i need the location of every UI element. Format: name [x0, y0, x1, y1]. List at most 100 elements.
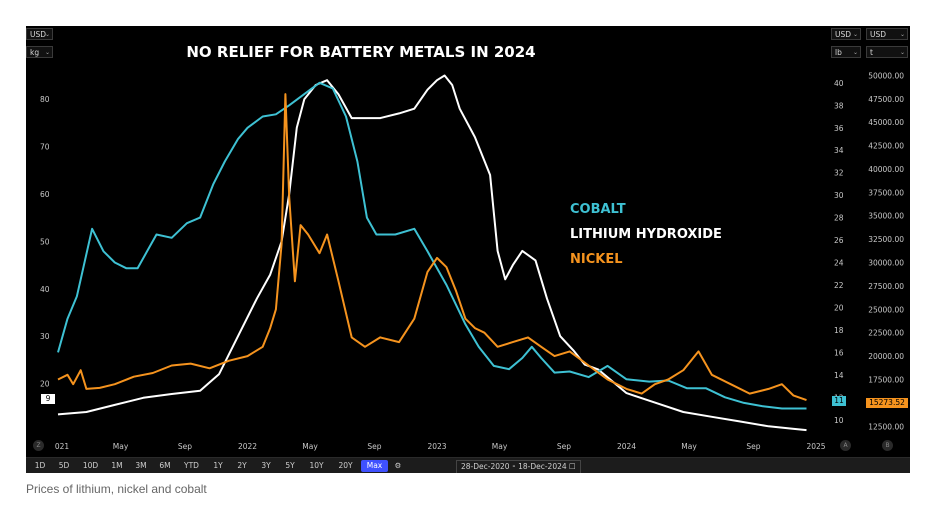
lb-tick-label: 40 — [834, 79, 844, 88]
lb-tick-label: 26 — [834, 236, 844, 245]
lb-tick-label: 32 — [834, 169, 844, 178]
lb-tick-label: 10 — [834, 416, 844, 425]
left-tick-label: 40 — [40, 285, 50, 294]
x-tick-label: May — [302, 442, 318, 451]
date-range-text: 28-Dec-2020 ⁃ 18-Dec-2024 — [461, 462, 570, 471]
currency-select-t[interactable]: USD ⌄ — [866, 28, 908, 40]
t-tick-label: 47500.00 — [868, 95, 904, 104]
unit-lb-label: lb — [835, 48, 842, 57]
current-value-tag-nickel: 15273.52 — [866, 398, 908, 408]
settings-icon[interactable]: ⚙ — [394, 461, 402, 470]
range-button-5d[interactable]: 5D — [58, 461, 70, 470]
cobalt-line — [57, 81, 807, 410]
legend-nickel: NICKEL — [570, 252, 623, 267]
lb-tick-label: 34 — [834, 146, 844, 155]
unit-select-t[interactable]: t ⌄ — [866, 46, 908, 58]
t-tick-label: 37500.00 — [868, 188, 904, 197]
t-tick-label: 25000.00 — [868, 305, 904, 314]
left-tick-label: 30 — [40, 332, 50, 341]
currency-lb-label: USD — [835, 30, 852, 39]
unit-select-lb[interactable]: lb ⌄ — [831, 46, 861, 58]
lb-tick-label: 30 — [834, 191, 844, 200]
range-button-5y[interactable]: 5Y — [285, 461, 295, 470]
unit-select-left[interactable]: kg ⌄ — [26, 46, 53, 58]
x-tick-label: Sep — [178, 442, 192, 451]
range-button-1y[interactable]: 1Y — [213, 461, 223, 470]
date-range-picker[interactable]: 28-Dec-2020 ⁃ 18-Dec-2024 ☐ — [456, 460, 581, 473]
lb-tick-label: 28 — [834, 214, 844, 223]
x-tick-label: 2024 — [617, 442, 636, 451]
current-value-tag-left: 9 — [41, 394, 55, 404]
lb-tick-label: 18 — [834, 326, 844, 335]
range-button-max[interactable]: Max — [361, 460, 388, 472]
range-button-2y[interactable]: 2Y — [237, 461, 247, 470]
range-button-ytd[interactable]: YTD — [184, 461, 199, 470]
lb-tick-label: 22 — [834, 281, 844, 290]
chevron-down-icon: ⌄ — [899, 49, 905, 56]
t-tick-label: 20000.00 — [868, 352, 904, 361]
currency-select-lb[interactable]: USD ⌄ — [831, 28, 861, 40]
lb-tick-label: 20 — [834, 303, 844, 312]
figure-caption: Prices of lithium, nickel and cobalt — [26, 482, 207, 496]
b-badge[interactable]: B — [882, 440, 893, 451]
range-button-3m[interactable]: 3M — [135, 461, 147, 470]
range-button-10d[interactable]: 10D — [82, 461, 99, 470]
t-tick-label: 30000.00 — [868, 259, 904, 268]
t-tick-label: 32500.00 — [868, 235, 904, 244]
legend-lithium-hydroxide: LITHIUM HYDROXIDE — [570, 227, 722, 242]
x-tick-label: 021 — [55, 442, 70, 451]
t-tick-label: 12500.00 — [868, 422, 904, 431]
lithium-hydroxide-line — [57, 74, 807, 432]
currency-left-label: USD — [30, 30, 47, 39]
range-button-1d[interactable]: 1D — [34, 461, 46, 470]
range-button-10y[interactable]: 10Y — [309, 461, 324, 470]
range-button-1m[interactable]: 1M — [111, 461, 123, 470]
chevron-down-icon: ⌄ — [44, 49, 50, 56]
unit-left-label: kg — [30, 48, 40, 57]
left-tick-label: 60 — [40, 190, 50, 199]
chevron-down-icon: ⌄ — [899, 31, 905, 38]
chart-panel: NO RELIEF FOR BATTERY METALS IN 2024 021 M… — [26, 26, 910, 473]
t-tick-label: 42500.00 — [868, 142, 904, 151]
legend-cobalt: COBALT — [570, 202, 626, 217]
currency-select-left[interactable]: USD ⌄ — [26, 28, 53, 40]
t-tick-label: 45000.00 — [868, 118, 904, 127]
left-tick-label: 20 — [40, 380, 50, 389]
nickel-line — [57, 93, 807, 402]
line-chart: NO RELIEF FOR BATTERY METALS IN 2024 021 M… — [40, 43, 904, 451]
currency-t-label: USD — [870, 30, 887, 39]
t-tick-label: 40000.00 — [868, 165, 904, 174]
x-tick-label: May — [113, 442, 129, 451]
z-badge[interactable]: Z — [33, 440, 44, 451]
x-tick-label: 2025 — [806, 442, 825, 451]
lb-tick-label: 24 — [834, 259, 844, 268]
chart-title: NO RELIEF FOR BATTERY METALS IN 2024 — [186, 43, 535, 61]
x-tick-label: Sep — [557, 442, 571, 451]
range-button-3y[interactable]: 3Y — [261, 461, 271, 470]
x-tick-label: Sep — [367, 442, 381, 451]
t-tick-label: 27500.00 — [868, 282, 904, 291]
x-tick-label: May — [681, 442, 697, 451]
lb-tick-label: 14 — [834, 371, 844, 380]
lb-tick-label: 36 — [834, 124, 844, 133]
unit-t-label: t — [870, 48, 873, 57]
chevron-down-icon: ⌄ — [852, 31, 858, 38]
lb-tick-label: 16 — [834, 348, 844, 357]
range-button-20y[interactable]: 20Y — [338, 461, 353, 470]
left-tick-label: 70 — [40, 143, 50, 152]
x-tick-label: May — [492, 442, 508, 451]
t-tick-label: 35000.00 — [868, 212, 904, 221]
a-badge[interactable]: A — [840, 440, 851, 451]
chevron-down-icon: ⌄ — [852, 49, 858, 56]
calendar-icon: ☐ — [569, 462, 576, 471]
t-tick-label: 50000.00 — [868, 71, 904, 80]
chevron-down-icon: ⌄ — [44, 31, 50, 38]
current-value-tag-cobalt: 11 — [832, 396, 846, 406]
t-tick-label: 17500.00 — [868, 376, 904, 385]
t-tick-label: 22500.00 — [868, 329, 904, 338]
x-tick-label: 2022 — [238, 442, 257, 451]
range-button-6m[interactable]: 6M — [159, 461, 171, 470]
range-toolbar: 1D 5D 10D 1M 3M 6M YTD 1Y 2Y 3Y 5Y 10Y 20Y Max ⚙ 28-Dec… — [26, 457, 910, 473]
left-tick-label: 80 — [40, 95, 50, 104]
lb-tick-label: 38 — [834, 101, 844, 110]
